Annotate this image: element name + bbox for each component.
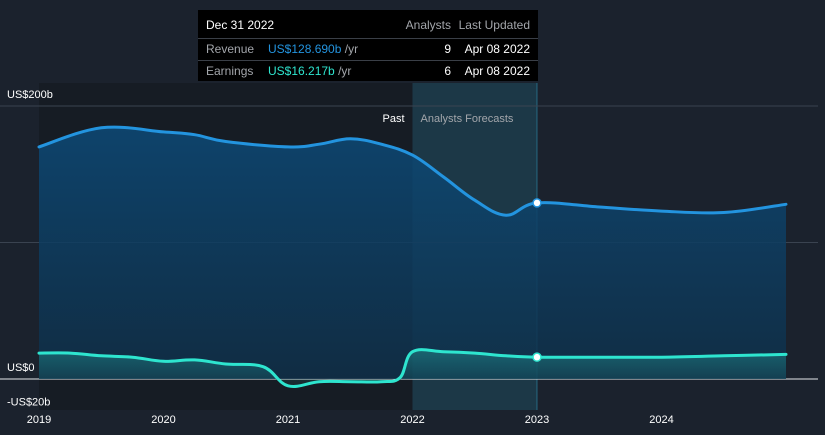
x-label: 2021 [276,414,300,426]
x-label: 2020 [151,414,175,426]
highlight-markers [532,198,542,362]
revenue-label: Revenue [206,42,255,56]
earnings-label: Earnings [206,64,254,78]
analysts-header: Analysts [405,18,451,32]
y-label: -US$20b [7,396,50,408]
y-label: US$0 [7,362,35,374]
series-areas [39,127,786,387]
area-revenue [39,127,786,379]
line-earnings [37,348,788,388]
x-label: 2022 [400,414,424,426]
tooltip-header: Dec 31 2022 Analysts Last Updated [198,15,538,35]
y-label: US$200b [7,89,53,101]
marker-revenue [532,198,542,208]
tooltip-row-earnings: Earnings US$16.217b /yr 6 Apr 08 2022 [198,60,538,81]
last-updated-header: Last Updated [458,18,530,32]
past-label: Past [382,113,404,125]
x-label: 2023 [525,414,549,426]
area-earnings [39,349,786,387]
x-label: 2019 [27,414,51,426]
x-axis-labels: 2019 2020 2021 2022 2023 2024 [27,414,674,426]
data-tooltip: Dec 31 2022 Analysts Last Updated Revenu… [198,10,538,81]
earnings-value: US$16.217b [268,64,335,78]
revenue-value: US$128.690b [268,42,342,56]
tooltip-row-revenue: Revenue US$128.690b /yr 9 Apr 08 2022 [198,38,538,59]
earnings-unit: /yr [338,64,352,78]
earnings-analysts: 6 [444,64,451,78]
y-axis-labels: US$200b US$0 -US$20b [7,89,53,408]
revenue-updated: Apr 08 2022 [464,42,530,56]
line-revenue [37,125,788,217]
revenue-value-group: US$128.690b /yr [268,39,358,59]
series-lines [37,125,788,388]
marker-earnings [532,352,542,362]
earnings-value-group: US$16.217b /yr [268,61,351,81]
earnings-updated: Apr 08 2022 [464,64,530,78]
revenue-unit: /yr [344,42,359,56]
forecast-label: Analysts Forecasts [421,113,514,125]
revenue-analysts: 9 [444,42,451,56]
tooltip-date: Dec 31 2022 [206,18,275,32]
x-label: 2024 [649,414,673,426]
